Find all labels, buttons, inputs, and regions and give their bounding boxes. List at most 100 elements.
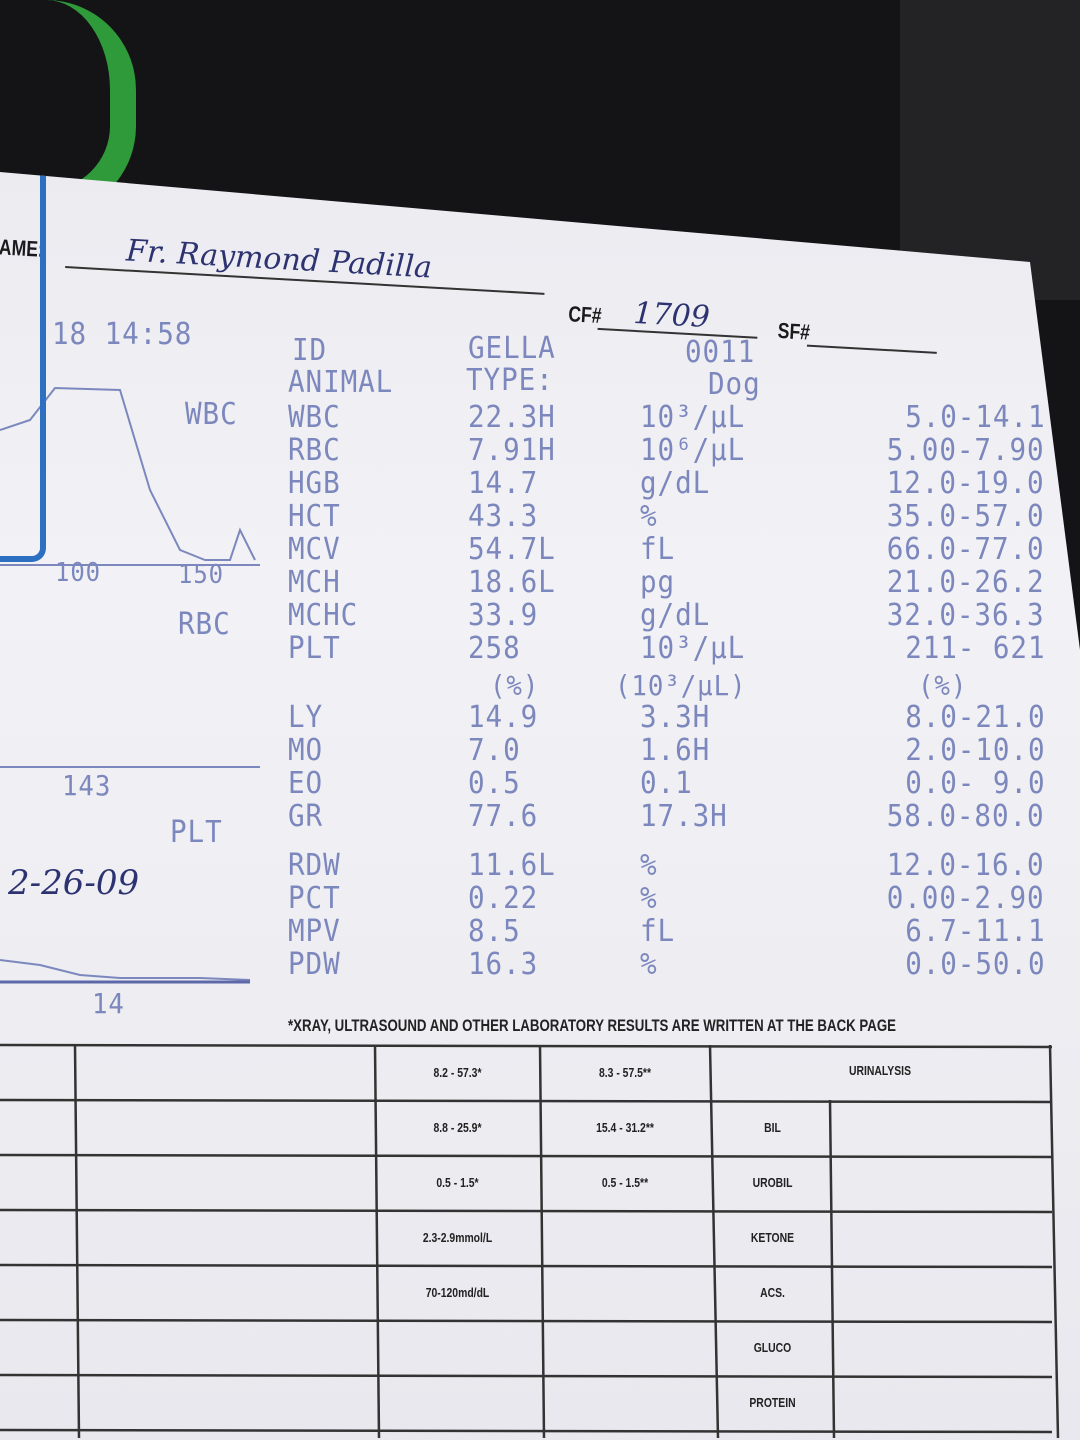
result-eo-param: EO [288, 766, 324, 801]
result-rbc-value: 7.91H [468, 433, 556, 468]
urinalysis-item-ketone: KETONE [750, 1230, 795, 1245]
urinalysis-item-acs: ACS. [760, 1285, 785, 1300]
cf-value: 1709 [632, 295, 711, 336]
type-value: Dog [708, 367, 761, 402]
result-hgb-unit: g/dL [640, 466, 711, 501]
print-datetime: 18 14:58 [52, 317, 193, 352]
result-mchc-param: MCHC [288, 598, 359, 633]
result-rbc-param: RBC [288, 433, 341, 468]
result-gr-param: GR [288, 799, 324, 834]
hist-tick-150: 150 [178, 560, 224, 590]
footer-note: *XRAY, ULTRASOUND AND OTHER LABORATORY R… [288, 1016, 897, 1035]
result-wbc-range: 5.0-14.1 [904, 400, 1045, 435]
urinalysis-item-urobil: UROBIL [752, 1175, 793, 1190]
result-hgb-range: 12.0-19.0 [887, 466, 1045, 501]
result-gr-range: 58.0-80.0 [887, 799, 1045, 834]
result-rdw-value: 11.6L [468, 848, 556, 883]
result-hgb-value: 14.7 [468, 466, 539, 501]
result-wbc-value: 22.3H [468, 400, 556, 435]
table-col-line [538, 1044, 546, 1438]
result-gr-unit: 17.3H [640, 799, 728, 834]
result-hct-range: 35.0-57.0 [887, 499, 1045, 534]
result-mo-value: 7.0 [468, 733, 521, 768]
result-mpv-param: MPV [288, 914, 341, 949]
id-number: 0011 [685, 335, 756, 370]
hist-tick-plt: 14 [92, 987, 125, 1020]
result-pdw-value: 16.3 [468, 947, 539, 982]
result-pdw-range: 0.0-50.0 [904, 947, 1045, 982]
result-pdw-unit: % [640, 947, 658, 982]
result-rdw-range: 12.0-16.0 [887, 848, 1045, 883]
table-reference-range: 8.2 - 57.3* [433, 1065, 482, 1080]
urinalysis-item-bil: BIL [764, 1120, 781, 1135]
result-wbc-param: WBC [288, 400, 341, 435]
table-reference-range: 0.5 - 1.5* [436, 1175, 479, 1190]
table-col-line [828, 1099, 836, 1438]
result-gr-value: 77.6 [468, 799, 539, 834]
table-row-line [0, 1098, 1053, 1104]
handwritten-date: 2-26-09 [8, 863, 140, 903]
background-object [900, 0, 1080, 300]
table-row-line [0, 1373, 1053, 1379]
hist-plt-label: PLT [170, 815, 223, 850]
table-reference-range: 8.3 - 57.5** [598, 1065, 652, 1080]
sf-label: SF# [777, 317, 811, 345]
result-mchc-unit: g/dL [640, 598, 711, 633]
cf-label: CF# [567, 301, 603, 329]
id-value: GELLA [468, 331, 556, 366]
result-wbc-unit: 10³/µL [640, 400, 746, 435]
result-plt-unit: 10³/µL [640, 631, 746, 666]
result-plt-value: 258 [468, 631, 521, 666]
result-hct-unit: % [640, 499, 658, 534]
hist-tick-100: 100 [55, 558, 101, 588]
result-eo-range: 0.0- 9.0 [904, 766, 1045, 801]
result-mo-range: 2.0-10.0 [904, 733, 1045, 768]
hist-rbc-label: RBC [178, 607, 231, 642]
table-row-line [0, 1428, 1053, 1434]
table-col-line [1048, 1044, 1060, 1438]
table-row-line [0, 1208, 1053, 1214]
animal-label: ANIMAL [288, 365, 394, 400]
diff-header-pct: (%) [490, 669, 540, 702]
table-col-line [73, 1044, 81, 1438]
result-mo-unit: 1.6H [640, 733, 711, 768]
table-row-line [0, 1318, 1053, 1324]
result-mch-unit: pg [640, 565, 676, 600]
result-pct-value: 0.22 [468, 881, 539, 916]
urinalysis-item-protein: PROTEIN [749, 1395, 796, 1410]
result-mcv-range: 66.0-77.0 [887, 532, 1045, 567]
result-mch-range: 21.0-26.2 [887, 565, 1045, 600]
result-mpv-value: 8.5 [468, 914, 521, 949]
diff-header-abs: (10³/µL) [615, 669, 747, 702]
table-row-line [0, 1043, 1053, 1049]
result-mchc-range: 32.0-36.3 [887, 598, 1045, 633]
type-label: TYPE: [466, 363, 554, 398]
result-pct-unit: % [640, 881, 658, 916]
result-mpv-range: 6.7-11.1 [904, 914, 1045, 949]
result-rdw-unit: % [640, 848, 658, 883]
result-mchc-value: 33.9 [468, 598, 539, 633]
result-ly-value: 14.9 [468, 700, 539, 735]
id-label: ID [292, 333, 328, 368]
result-ly-unit: 3.3H [640, 700, 711, 735]
result-ly-range: 8.0-21.0 [904, 700, 1045, 735]
result-pdw-param: PDW [288, 947, 341, 982]
urinalysis-header: URINALYSIS [848, 1063, 912, 1078]
result-plt-range: 211- 621 [904, 631, 1045, 666]
table-row-line [0, 1153, 1053, 1159]
hist-wbc-label: WBC [185, 397, 238, 432]
hist-tick-rbc: 143 [62, 769, 112, 802]
form-table-grid [0, 1043, 1060, 1438]
plt-histogram-curve [0, 959, 251, 981]
sf-line [806, 344, 937, 354]
table-col-line [708, 1044, 720, 1438]
table-reference-range: 15.4 - 31.2** [596, 1120, 654, 1135]
result-rbc-range: 5.00-7.90 [887, 433, 1045, 468]
result-eo-unit: 0.1 [640, 766, 693, 801]
result-hct-value: 43.3 [468, 499, 539, 534]
blue-paper-clip [0, 172, 46, 562]
result-mo-param: MO [288, 733, 324, 768]
result-mcv-unit: fL [640, 532, 676, 567]
result-pct-param: PCT [288, 881, 341, 916]
result-ly-param: LY [288, 700, 324, 735]
